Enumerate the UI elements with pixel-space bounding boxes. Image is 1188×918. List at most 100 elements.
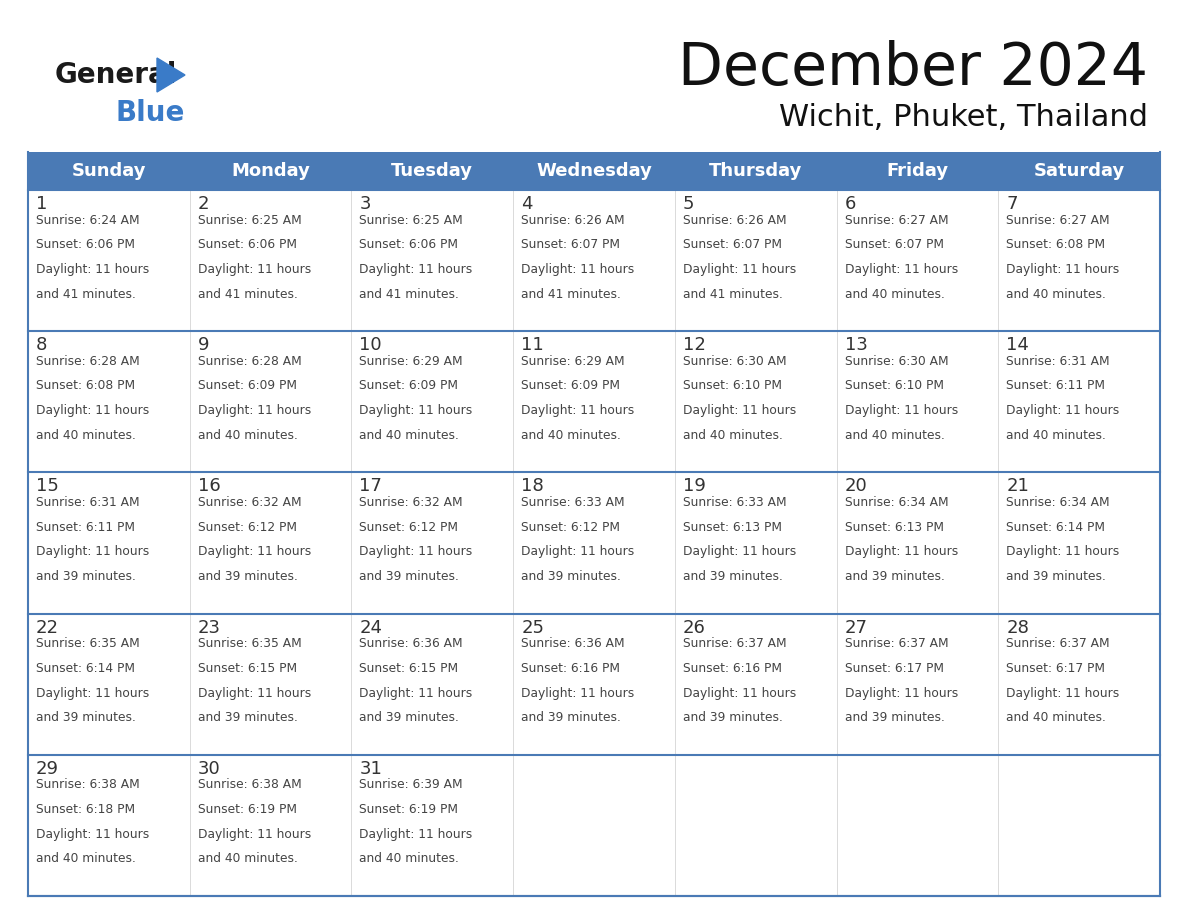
- Text: Daylight: 11 hours: Daylight: 11 hours: [197, 828, 311, 841]
- Text: Daylight: 11 hours: Daylight: 11 hours: [360, 545, 473, 558]
- Text: 26: 26: [683, 619, 706, 636]
- Text: 6: 6: [845, 195, 855, 213]
- Bar: [998, 755, 1159, 896]
- Text: Sunrise: 6:26 AM: Sunrise: 6:26 AM: [683, 214, 786, 227]
- Text: Sunset: 6:15 PM: Sunset: 6:15 PM: [360, 662, 459, 675]
- Text: and 40 minutes.: and 40 minutes.: [1006, 429, 1106, 442]
- Text: and 39 minutes.: and 39 minutes.: [360, 570, 460, 583]
- Text: Sunrise: 6:31 AM: Sunrise: 6:31 AM: [36, 496, 140, 509]
- Text: Daylight: 11 hours: Daylight: 11 hours: [683, 545, 796, 558]
- Text: 14: 14: [1006, 336, 1029, 354]
- Text: Sunset: 6:07 PM: Sunset: 6:07 PM: [845, 238, 943, 252]
- Text: and 41 minutes.: and 41 minutes.: [683, 287, 783, 300]
- Bar: [513, 473, 675, 613]
- Text: Sunset: 6:09 PM: Sunset: 6:09 PM: [197, 379, 297, 392]
- Text: Daylight: 11 hours: Daylight: 11 hours: [522, 263, 634, 276]
- Text: Daylight: 11 hours: Daylight: 11 hours: [1006, 263, 1119, 276]
- Text: 2: 2: [197, 195, 209, 213]
- Text: Sunset: 6:09 PM: Sunset: 6:09 PM: [360, 379, 459, 392]
- Text: Sunrise: 6:39 AM: Sunrise: 6:39 AM: [360, 778, 463, 791]
- Text: Sunrise: 6:27 AM: Sunrise: 6:27 AM: [1006, 214, 1110, 227]
- Bar: [29, 613, 190, 755]
- Bar: [352, 473, 513, 613]
- Text: Daylight: 11 hours: Daylight: 11 hours: [36, 263, 150, 276]
- Text: and 39 minutes.: and 39 minutes.: [197, 570, 297, 583]
- Bar: [29, 473, 190, 613]
- Bar: [836, 190, 998, 331]
- Text: and 39 minutes.: and 39 minutes.: [36, 711, 135, 724]
- Text: Daylight: 11 hours: Daylight: 11 hours: [360, 263, 473, 276]
- Text: and 40 minutes.: and 40 minutes.: [36, 853, 135, 866]
- Text: Daylight: 11 hours: Daylight: 11 hours: [1006, 404, 1119, 417]
- Text: 27: 27: [845, 619, 867, 636]
- Text: 3: 3: [360, 195, 371, 213]
- Text: and 39 minutes.: and 39 minutes.: [683, 711, 783, 724]
- Text: 21: 21: [1006, 477, 1029, 496]
- Text: and 40 minutes.: and 40 minutes.: [522, 429, 621, 442]
- Text: Daylight: 11 hours: Daylight: 11 hours: [683, 263, 796, 276]
- Text: and 39 minutes.: and 39 minutes.: [36, 570, 135, 583]
- Text: Sunset: 6:18 PM: Sunset: 6:18 PM: [36, 803, 135, 816]
- Text: Sunrise: 6:34 AM: Sunrise: 6:34 AM: [1006, 496, 1110, 509]
- Text: and 40 minutes.: and 40 minutes.: [360, 429, 460, 442]
- Text: Sunrise: 6:38 AM: Sunrise: 6:38 AM: [197, 778, 302, 791]
- Bar: [29, 190, 190, 331]
- Text: Sunset: 6:14 PM: Sunset: 6:14 PM: [36, 662, 135, 675]
- Text: and 40 minutes.: and 40 minutes.: [1006, 287, 1106, 300]
- Text: Saturday: Saturday: [1034, 162, 1125, 180]
- Bar: [190, 473, 352, 613]
- Bar: [998, 473, 1159, 613]
- Bar: [190, 331, 352, 473]
- Bar: [998, 331, 1159, 473]
- Text: Sunrise: 6:25 AM: Sunrise: 6:25 AM: [360, 214, 463, 227]
- Text: Sunrise: 6:27 AM: Sunrise: 6:27 AM: [845, 214, 948, 227]
- Bar: [836, 473, 998, 613]
- Text: Sunday: Sunday: [71, 162, 146, 180]
- Text: and 39 minutes.: and 39 minutes.: [845, 711, 944, 724]
- Text: Sunset: 6:08 PM: Sunset: 6:08 PM: [36, 379, 135, 392]
- Bar: [513, 190, 675, 331]
- Bar: [513, 755, 675, 896]
- Text: 25: 25: [522, 619, 544, 636]
- Text: and 40 minutes.: and 40 minutes.: [1006, 711, 1106, 724]
- Text: and 41 minutes.: and 41 minutes.: [360, 287, 460, 300]
- Text: Daylight: 11 hours: Daylight: 11 hours: [197, 545, 311, 558]
- Text: and 40 minutes.: and 40 minutes.: [845, 287, 944, 300]
- Text: 7: 7: [1006, 195, 1018, 213]
- Text: 8: 8: [36, 336, 48, 354]
- Text: Sunrise: 6:32 AM: Sunrise: 6:32 AM: [197, 496, 302, 509]
- Text: Sunset: 6:06 PM: Sunset: 6:06 PM: [360, 238, 459, 252]
- Text: and 40 minutes.: and 40 minutes.: [845, 429, 944, 442]
- Text: 23: 23: [197, 619, 221, 636]
- Text: Daylight: 11 hours: Daylight: 11 hours: [36, 687, 150, 700]
- Text: Daylight: 11 hours: Daylight: 11 hours: [360, 687, 473, 700]
- Text: Sunset: 6:11 PM: Sunset: 6:11 PM: [1006, 379, 1105, 392]
- Text: 31: 31: [360, 760, 383, 778]
- Bar: [513, 331, 675, 473]
- Text: 11: 11: [522, 336, 544, 354]
- Text: Sunset: 6:06 PM: Sunset: 6:06 PM: [36, 238, 135, 252]
- Text: 19: 19: [683, 477, 706, 496]
- Text: 10: 10: [360, 336, 383, 354]
- Text: and 39 minutes.: and 39 minutes.: [683, 570, 783, 583]
- Bar: [998, 190, 1159, 331]
- Text: Sunrise: 6:35 AM: Sunrise: 6:35 AM: [36, 637, 140, 650]
- Text: Sunrise: 6:30 AM: Sunrise: 6:30 AM: [845, 354, 948, 368]
- Bar: [352, 190, 513, 331]
- Text: Sunrise: 6:30 AM: Sunrise: 6:30 AM: [683, 354, 786, 368]
- Text: and 39 minutes.: and 39 minutes.: [360, 711, 460, 724]
- Text: Sunset: 6:12 PM: Sunset: 6:12 PM: [522, 521, 620, 533]
- Bar: [29, 152, 1159, 190]
- Text: Sunset: 6:10 PM: Sunset: 6:10 PM: [683, 379, 782, 392]
- Bar: [998, 613, 1159, 755]
- Text: Blue: Blue: [115, 99, 184, 127]
- Text: and 40 minutes.: and 40 minutes.: [360, 853, 460, 866]
- Text: Sunset: 6:07 PM: Sunset: 6:07 PM: [522, 238, 620, 252]
- Bar: [513, 613, 675, 755]
- Bar: [836, 613, 998, 755]
- Text: Sunset: 6:19 PM: Sunset: 6:19 PM: [360, 803, 459, 816]
- Text: Sunset: 6:16 PM: Sunset: 6:16 PM: [522, 662, 620, 675]
- Text: Daylight: 11 hours: Daylight: 11 hours: [36, 545, 150, 558]
- Text: Sunrise: 6:36 AM: Sunrise: 6:36 AM: [522, 637, 625, 650]
- Text: Daylight: 11 hours: Daylight: 11 hours: [36, 828, 150, 841]
